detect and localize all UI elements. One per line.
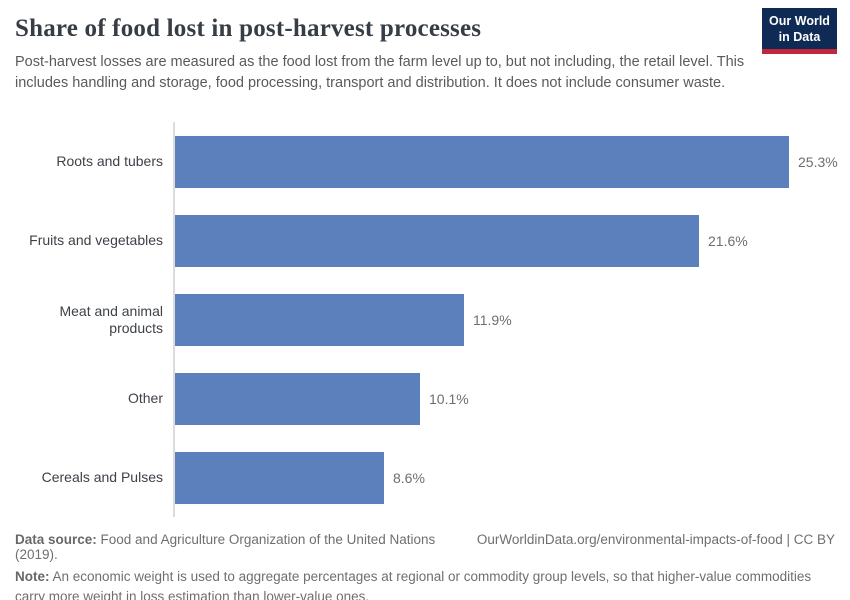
note-text: An economic weight is used to aggregate … bbox=[15, 569, 812, 600]
category-label: Fruits and vegetables bbox=[29, 232, 163, 249]
bar-row: Other 10.1% bbox=[128, 359, 850, 438]
note-line: Note: An economic weight is used to aggr… bbox=[15, 567, 817, 600]
page-title: Share of food lost in post-harvest proce… bbox=[15, 15, 482, 42]
category-label: Cereals and Pulses bbox=[41, 469, 163, 486]
category-label: Meat and animal products bbox=[59, 303, 163, 336]
bar[interactable] bbox=[175, 451, 384, 504]
value-label: 21.6% bbox=[708, 232, 748, 249]
bar-row: Meat and animal products 11.9% bbox=[59, 280, 850, 359]
chart-subtitle: Post-harvest losses are measured as the … bbox=[15, 54, 745, 91]
bar[interactable] bbox=[175, 372, 420, 425]
bar-row: Fruits and vegetables 21.6% bbox=[29, 201, 850, 280]
chart-plot-area: Roots and tubers 25.3% Fruits and vegetabl… bbox=[29, 122, 850, 517]
value-label: 10.1% bbox=[429, 390, 469, 407]
note-label: Note: bbox=[15, 569, 50, 584]
value-label: 11.9% bbox=[473, 311, 512, 328]
chart-footer: Data source: Food and Agriculture Organi… bbox=[0, 532, 850, 600]
bar-row: Cereals and Pulses 8.6% bbox=[42, 438, 850, 517]
value-label: 8.6% bbox=[393, 469, 425, 486]
value-label: 25.3% bbox=[798, 153, 838, 170]
bar[interactable] bbox=[175, 214, 699, 267]
owid-logo-line1: Our World bbox=[769, 14, 830, 28]
category-label: Other bbox=[127, 390, 163, 407]
category-label: Roots and tubers bbox=[56, 153, 163, 170]
sources-line: Data source: Food and Agriculture Organi… bbox=[15, 532, 835, 562]
bar[interactable] bbox=[175, 135, 789, 188]
data-source-text: Food and Agriculture Organization of the… bbox=[15, 532, 436, 562]
chart-header: Share of food lost in post-harvest proce… bbox=[0, 0, 850, 122]
bar[interactable] bbox=[175, 293, 464, 346]
data-source: Data source: Food and Agriculture Organi… bbox=[15, 532, 457, 562]
owid-logo-line2: in Data bbox=[778, 30, 821, 44]
owid-url-link[interactable]: OurWorldinData.org/environmental-impacts… bbox=[476, 532, 835, 547]
bar-chart: Roots and tubers 25.3% Fruits and vegetabl… bbox=[0, 122, 850, 517]
bar-row: Roots and tubers 25.3% bbox=[56, 122, 850, 201]
data-source-label: Data source: bbox=[15, 532, 97, 547]
owid-logo: Our World in Data bbox=[762, 8, 837, 54]
